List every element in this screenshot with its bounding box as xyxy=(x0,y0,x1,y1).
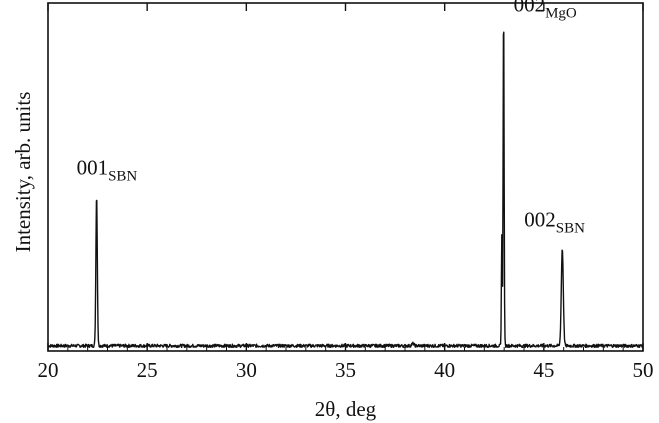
series-line xyxy=(47,31,644,348)
x-tick-label: 20 xyxy=(38,358,59,382)
x-tick-label: 35 xyxy=(335,358,356,382)
x-axis-ticks: 20 25 30 35 40 45 50 xyxy=(38,3,654,382)
x-tick-label: 30 xyxy=(236,358,257,382)
x-tick-label: 50 xyxy=(633,358,654,382)
peak-label: 002MgO xyxy=(514,0,577,21)
series-layer xyxy=(47,31,644,348)
peak-label: 002SBN xyxy=(524,207,585,236)
x-axis-label: 2θ, deg xyxy=(315,397,377,421)
x-tick-label: 45 xyxy=(533,358,554,382)
x-tick-label: 25 xyxy=(137,358,158,382)
x-tick-label: 40 xyxy=(434,358,455,382)
peak-labels: 001SBN 002MgO 002SBN xyxy=(77,0,586,236)
y-axis-label: Intensity, arb. units xyxy=(11,92,35,253)
peak-label: 001SBN xyxy=(77,155,138,184)
